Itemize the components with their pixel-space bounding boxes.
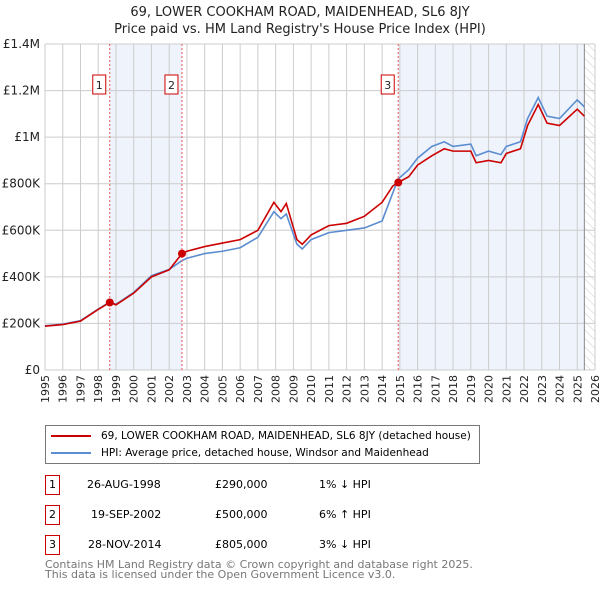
legend: 69, LOWER COOKHAM ROAD, MAIDENHEAD, SL6 … bbox=[45, 425, 480, 464]
sale-marker-badge: 1 bbox=[45, 475, 60, 495]
x-tick-label: 2020 bbox=[483, 375, 496, 403]
sale-label-box bbox=[92, 74, 107, 95]
x-tick-label: 2003 bbox=[181, 375, 194, 403]
x-tick-label: 2006 bbox=[234, 375, 247, 403]
series-line-property bbox=[44, 102, 585, 328]
x-tick-label: 2008 bbox=[270, 375, 283, 403]
x-tick-label: 1996 bbox=[57, 375, 70, 403]
x-tick-label: 2015 bbox=[394, 375, 407, 403]
sale-label: 2 bbox=[168, 79, 175, 92]
chart-title: 69, LOWER COOKHAM ROAD, MAIDENHEAD, SL6 … bbox=[130, 5, 470, 20]
shaded-period bbox=[109, 44, 182, 370]
sale-date: 26-AUG-1998 bbox=[87, 478, 161, 491]
x-tick-label: 2004 bbox=[199, 375, 212, 403]
sale-row: 3 28-NOV-2014 £805,000 3% ↓ HPI bbox=[45, 535, 495, 555]
x-tick-label: 2018 bbox=[447, 375, 460, 403]
x-tick-label: 2026 bbox=[589, 375, 600, 403]
sale-label: 3 bbox=[384, 79, 391, 92]
sale-label-box bbox=[380, 74, 395, 95]
x-tick-label: 2000 bbox=[128, 375, 141, 403]
legend-item-hpi: HPI: Average price, detached house, Wind… bbox=[51, 447, 429, 459]
footer-copyright: Contains HM Land Registry data © Crown c… bbox=[45, 558, 473, 571]
y-tick-label: £0 bbox=[25, 363, 40, 377]
shaded-period bbox=[398, 44, 585, 370]
y-tick-label: £600K bbox=[2, 223, 42, 237]
x-tick-label: 2022 bbox=[518, 375, 531, 403]
sale-hpi: 6% ↑ HPI bbox=[319, 508, 371, 521]
forecast-hatch bbox=[584, 44, 595, 370]
sale-date: 28-NOV-2014 bbox=[88, 538, 162, 551]
y-tick-label: £1.4M bbox=[3, 37, 40, 51]
sale-date: 19-SEP-2002 bbox=[91, 508, 162, 521]
x-tick-label: 1995 bbox=[39, 375, 52, 403]
y-tick-label: £1M bbox=[14, 130, 40, 144]
x-tick-label: 2013 bbox=[358, 375, 371, 403]
x-tick-label: 2012 bbox=[341, 375, 354, 403]
x-tick-label: 2011 bbox=[323, 375, 336, 403]
x-tick-label: 2024 bbox=[554, 375, 567, 403]
legend-label: HPI: Average price, detached house, Wind… bbox=[101, 447, 429, 459]
x-tick-label: 1998 bbox=[92, 375, 105, 403]
sale-label: 1 bbox=[96, 79, 103, 92]
x-tick-label: 2010 bbox=[305, 375, 318, 403]
sale-price: £805,000 bbox=[215, 538, 268, 551]
x-tick-label: 2019 bbox=[465, 375, 478, 403]
chart-subtitle: Price paid vs. HM Land Registry's House … bbox=[114, 22, 486, 37]
legend-swatch-blue bbox=[51, 452, 91, 454]
y-tick-label: £800K bbox=[2, 177, 42, 191]
sale-point bbox=[105, 298, 114, 307]
x-tick-label: 2023 bbox=[536, 375, 549, 403]
sale-marker-badge: 3 bbox=[45, 535, 60, 555]
sale-row: 1 26-AUG-1998 £290,000 1% ↓ HPI bbox=[45, 475, 495, 495]
sale-hpi: 1% ↓ HPI bbox=[319, 478, 371, 491]
x-tick-label: 2001 bbox=[145, 375, 158, 403]
y-tick-label: £400K bbox=[2, 270, 42, 284]
series-line-hpi bbox=[44, 95, 585, 327]
x-tick-label: 2009 bbox=[287, 375, 300, 403]
sale-point bbox=[177, 249, 186, 258]
y-tick-label: £1.2M bbox=[3, 84, 40, 98]
price-chart: 1995 1996 1997 1998 1999 2000 2001 2002 2003 2004… bbox=[2, 37, 600, 403]
x-tick-label: 1997 bbox=[74, 375, 87, 403]
sale-price: £290,000 bbox=[215, 478, 268, 491]
x-tick-label: 2017 bbox=[429, 375, 442, 403]
sale-price: £500,000 bbox=[215, 508, 268, 521]
footer-licence: This data is licensed under the Open Gov… bbox=[45, 568, 396, 581]
sale-marker-badge: 2 bbox=[45, 505, 60, 525]
legend-swatch-red bbox=[51, 435, 91, 437]
x-tick-label: 1999 bbox=[110, 375, 123, 403]
sale-hpi: 3% ↓ HPI bbox=[319, 538, 371, 551]
x-tick-label: 2014 bbox=[376, 375, 389, 403]
legend-label: 69, LOWER COOKHAM ROAD, MAIDENHEAD, SL6 … bbox=[101, 430, 471, 442]
x-tick-label: 2021 bbox=[500, 375, 513, 403]
legend-item-property: 69, LOWER COOKHAM ROAD, MAIDENHEAD, SL6 … bbox=[51, 430, 471, 442]
x-tick-label: 2007 bbox=[252, 375, 265, 403]
sale-label-box bbox=[164, 74, 179, 95]
sale-point bbox=[394, 178, 403, 187]
sale-row: 2 19-SEP-2002 £500,000 6% ↑ HPI bbox=[45, 505, 495, 525]
footer: Contains HM Land Registry data © Crown c… bbox=[45, 558, 473, 581]
x-tick-label: 2002 bbox=[163, 375, 176, 403]
y-tick-label: £200K bbox=[2, 316, 42, 330]
x-tick-label: 2025 bbox=[571, 375, 584, 403]
x-tick-label: 2016 bbox=[412, 375, 425, 403]
x-tick-label: 2005 bbox=[216, 375, 229, 403]
